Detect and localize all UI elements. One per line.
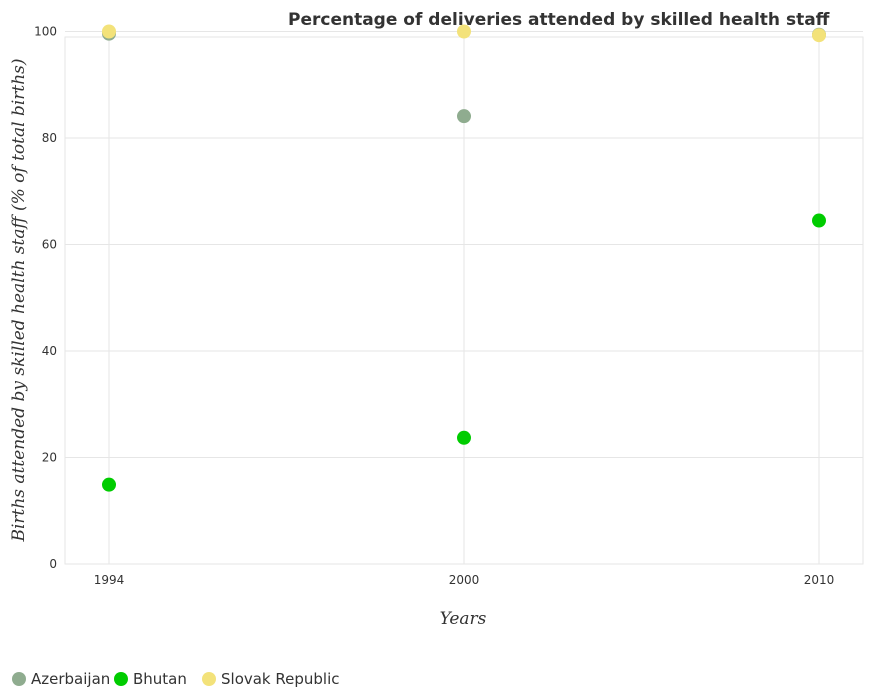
legend-marker-azerbaijan — [12, 672, 26, 686]
data-points — [102, 24, 826, 492]
point-slovak-republic — [102, 24, 116, 39]
legend-label-slovak-republic: Slovak Republic — [221, 670, 340, 688]
y-axis-ticks: 0 20 40 60 80 100 — [34, 25, 57, 572]
point-slovak-republic — [812, 28, 826, 43]
legend-label-azerbaijan: Azerbaijan — [31, 670, 110, 688]
legend-marker-bhutan — [114, 672, 128, 686]
y-tick-label: 0 — [49, 557, 57, 571]
x-tick-label: 1994 — [94, 573, 125, 587]
y-tick-label: 40 — [42, 344, 57, 358]
y-tick-label: 100 — [34, 25, 57, 39]
legend-marker-slovak-republic — [202, 672, 216, 686]
point-bhutan — [457, 430, 471, 445]
point-bhutan — [102, 477, 116, 492]
chart-title: Percentage of deliveries attended by ski… — [288, 10, 830, 30]
x-tick-label: 2000 — [449, 573, 480, 587]
legend-label-bhutan: Bhutan — [133, 670, 187, 688]
x-axis-label: Years — [440, 609, 487, 629]
y-tick-label: 20 — [42, 451, 57, 465]
y-axis-label: Births attended by skilled health staff … — [9, 58, 29, 542]
y-tick-label: 60 — [42, 238, 57, 252]
point-azerbaijan — [457, 109, 471, 124]
legend: Azerbaijan Bhutan Slovak Republic — [12, 670, 340, 688]
x-tick-label: 2010 — [804, 573, 835, 587]
point-slovak-republic — [457, 24, 471, 39]
point-bhutan — [812, 213, 826, 228]
y-tick-label: 80 — [42, 131, 57, 145]
x-axis-ticks: 1994 2000 2010 — [94, 573, 835, 587]
